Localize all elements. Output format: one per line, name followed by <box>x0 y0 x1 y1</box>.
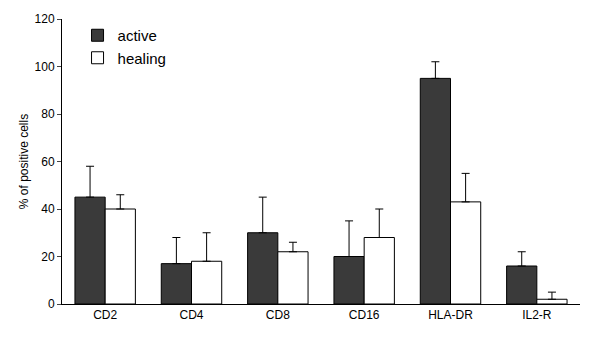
svg-text:CD8: CD8 <box>266 308 290 322</box>
svg-text:CD2: CD2 <box>93 308 117 322</box>
svg-text:CD4: CD4 <box>179 308 203 322</box>
svg-text:20: 20 <box>41 250 55 264</box>
svg-text:% of positive cells: % of positive cells <box>17 114 31 209</box>
svg-text:120: 120 <box>35 12 55 26</box>
svg-text:healing: healing <box>118 50 166 67</box>
svg-text:0: 0 <box>48 297 55 311</box>
svg-text:CD16: CD16 <box>349 308 380 322</box>
svg-text:active: active <box>118 27 157 44</box>
svg-text:IL2-R: IL2-R <box>522 308 552 322</box>
svg-text:100: 100 <box>35 60 55 74</box>
svg-text:40: 40 <box>41 202 55 216</box>
svg-text:HLA-DR: HLA-DR <box>428 308 473 322</box>
svg-text:60: 60 <box>41 155 55 169</box>
svg-text:80: 80 <box>41 107 55 121</box>
